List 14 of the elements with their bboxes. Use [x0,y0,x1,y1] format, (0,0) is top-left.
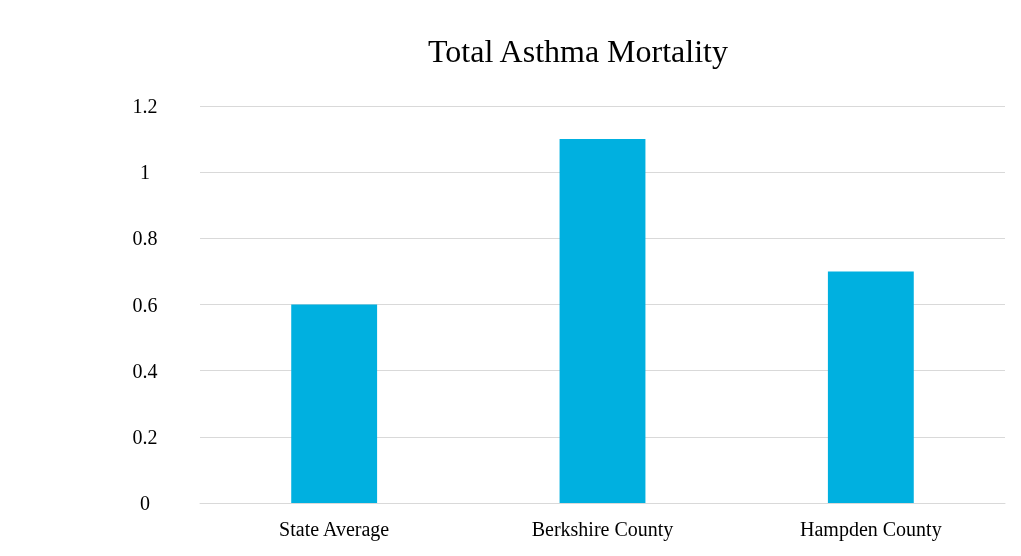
y-tick-label: 0.2 [132,425,158,448]
y-tick-label: 0.4 [132,359,158,382]
x-tick-label: State Average [279,518,390,541]
y-tick-label: 1.2 [132,95,158,117]
bar [827,271,914,503]
x-tick-label: Hampden County [800,518,942,541]
y-tick-label: 0.6 [132,293,158,316]
y-tick-label: 0 [140,492,150,514]
y-tick-label: 0.8 [132,227,158,250]
x-tick-label: Berkshire County [531,518,674,541]
bar [291,304,378,503]
chart-title: Total Asthma Mortality [428,33,728,69]
bar [559,139,646,503]
y-tick-label: 1 [140,161,150,184]
